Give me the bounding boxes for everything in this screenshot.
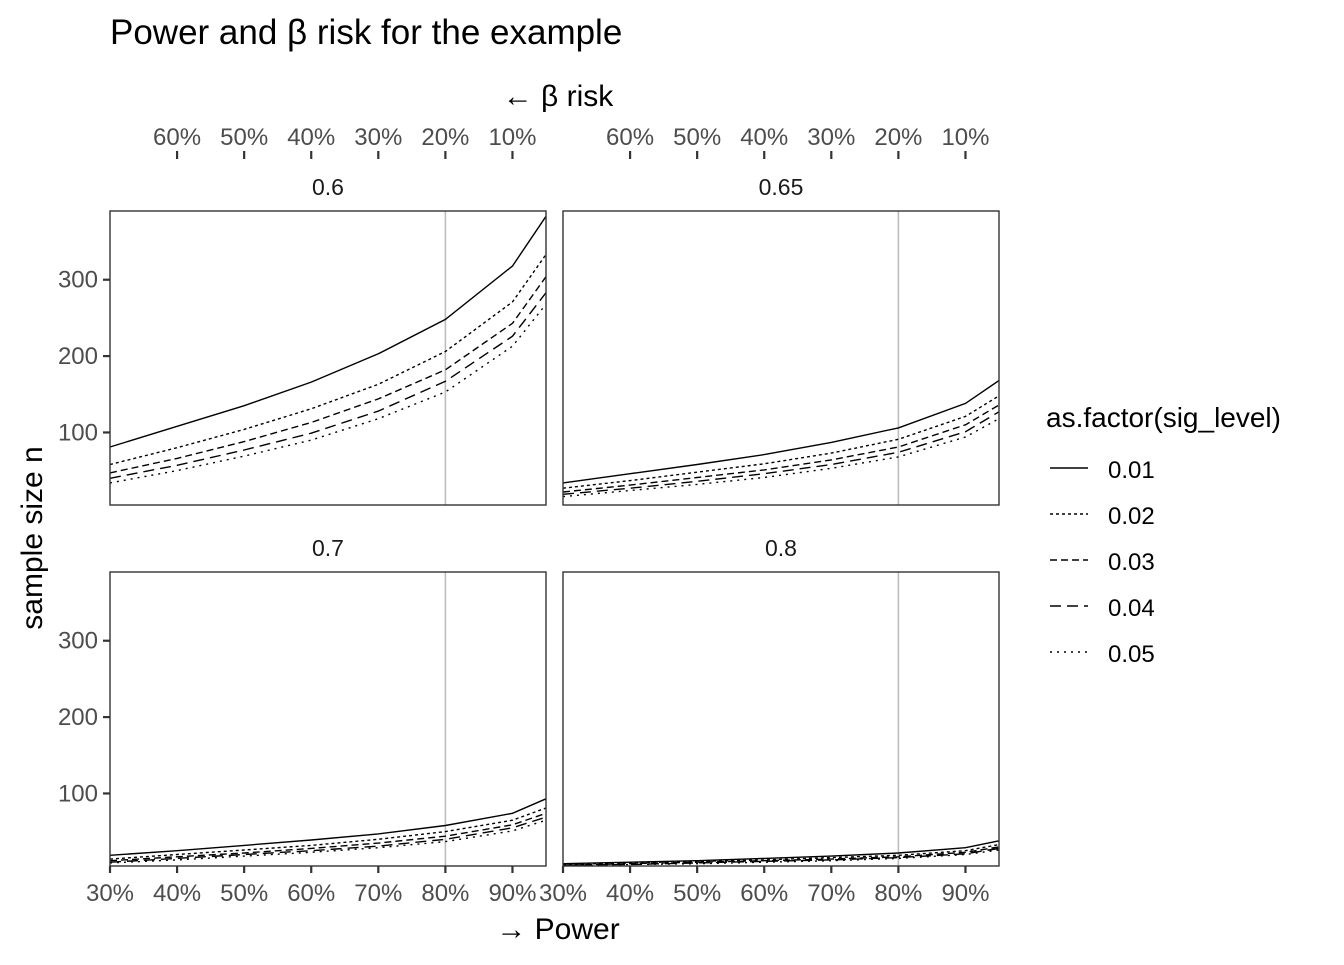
top-axis-title: ← β risk <box>503 80 615 113</box>
top-tick-label: 10% <box>488 124 536 151</box>
x-tick-label: 90% <box>488 880 536 907</box>
legend-label: 0.01 <box>1108 457 1155 484</box>
legend-label: 0.02 <box>1108 503 1155 530</box>
x-tick-label: 30% <box>86 880 134 907</box>
y-tick-label: 200 <box>58 704 98 731</box>
series-line-0.01 <box>562 840 1000 865</box>
top-tick-label: 50% <box>673 124 721 151</box>
top-tick-label: 40% <box>287 124 335 151</box>
top-tick-label: 50% <box>220 124 268 151</box>
legend-item-0.02: 0.02 <box>1050 503 1155 530</box>
x-tick-label: 80% <box>421 880 469 907</box>
top-tick-label: 20% <box>421 124 469 151</box>
top-tick-label: 10% <box>941 124 989 151</box>
x-tick-label: 70% <box>807 880 855 907</box>
legend-title: as.factor(sig_level) <box>1046 402 1281 433</box>
panel-border <box>109 571 547 867</box>
x-tick-label: 30% <box>539 880 587 907</box>
x-tick-label: 50% <box>673 880 721 907</box>
panels: 0.6 100 200 300 60% 50% 40% 30% 20% 10% 0.65 60% 50%… <box>58 124 1000 907</box>
series-line-0.04 <box>109 816 547 863</box>
chart-title: Power and β risk for the example <box>110 13 622 52</box>
x-tick-label: 60% <box>287 880 335 907</box>
x-axis-title: → Power <box>496 913 619 946</box>
panel-strip-label: 0.6 <box>312 174 344 200</box>
series-line-0.05 <box>562 849 1000 867</box>
y-tick-label: 300 <box>58 628 98 655</box>
panel-strip-label: 0.65 <box>759 174 804 200</box>
y-tick-label: 200 <box>58 343 98 370</box>
top-tick-label: 60% <box>153 124 201 151</box>
panel-0.7: 0.7 100 200 300 30% 40% 50% 60% 70% 80% 90% <box>58 535 547 907</box>
panel-0.8: 0.8 30% 40% 50% 60% 70% 80% 90% <box>539 535 1000 907</box>
panel-strip-label: 0.8 <box>765 535 797 561</box>
x-tick-label: 40% <box>153 880 201 907</box>
x-tick-label: 60% <box>740 880 788 907</box>
panel-0.6: 0.6 100 200 300 60% 50% 40% 30% 20% 10% <box>58 124 547 506</box>
y-tick-label: 100 <box>58 780 98 807</box>
series-line-0.02 <box>562 843 1000 866</box>
x-tick-label: 40% <box>606 880 654 907</box>
top-tick-label: 60% <box>606 124 654 151</box>
x-tick-label: 90% <box>941 880 989 907</box>
legend-item-0.01: 0.01 <box>1050 457 1155 484</box>
panel-0.65: 0.65 60% 50% 40% 30% 20% 10% <box>562 124 1000 506</box>
series-line-0.01 <box>109 215 547 448</box>
panel-border <box>109 210 547 506</box>
x-tick-label: 50% <box>220 880 268 907</box>
legend-label: 0.03 <box>1108 549 1155 576</box>
legend: as.factor(sig_level) 0.01 0.02 0.03 0.04 0.05 <box>1046 402 1281 668</box>
y-tick-label: 100 <box>58 419 98 446</box>
panel-border <box>562 571 1000 867</box>
series-line-0.03 <box>562 404 1000 493</box>
series-line-0.01 <box>562 379 1000 484</box>
x-tick-label: 80% <box>874 880 922 907</box>
legend-label: 0.05 <box>1108 641 1155 668</box>
top-tick-label: 20% <box>874 124 922 151</box>
legend-item-0.05: 0.05 <box>1050 641 1155 668</box>
y-tick-label: 300 <box>58 267 98 294</box>
panel-border <box>562 210 1000 506</box>
panel-strip-label: 0.7 <box>312 535 344 561</box>
x-tick-label: 70% <box>354 880 402 907</box>
series-line-0.05 <box>562 418 1000 498</box>
series-line-0.04 <box>562 411 1000 495</box>
legend-label: 0.04 <box>1108 595 1155 622</box>
legend-item-0.03: 0.03 <box>1050 549 1155 576</box>
top-tick-label: 30% <box>807 124 855 151</box>
series-line-0.01 <box>109 798 547 856</box>
top-tick-label: 40% <box>740 124 788 151</box>
series-line-0.05 <box>109 303 547 484</box>
series-line-0.03 <box>109 812 547 862</box>
series-line-0.03 <box>109 276 547 474</box>
series-line-0.02 <box>562 395 1000 489</box>
series-line-0.02 <box>109 254 547 466</box>
series-line-0.05 <box>109 819 547 864</box>
series-line-0.04 <box>109 292 547 479</box>
legend-item-0.04: 0.04 <box>1050 595 1155 622</box>
series-line-0.03 <box>562 846 1000 866</box>
top-tick-label: 30% <box>354 124 402 151</box>
series-line-0.02 <box>109 807 547 860</box>
y-axis-title: sample size n <box>16 446 49 629</box>
